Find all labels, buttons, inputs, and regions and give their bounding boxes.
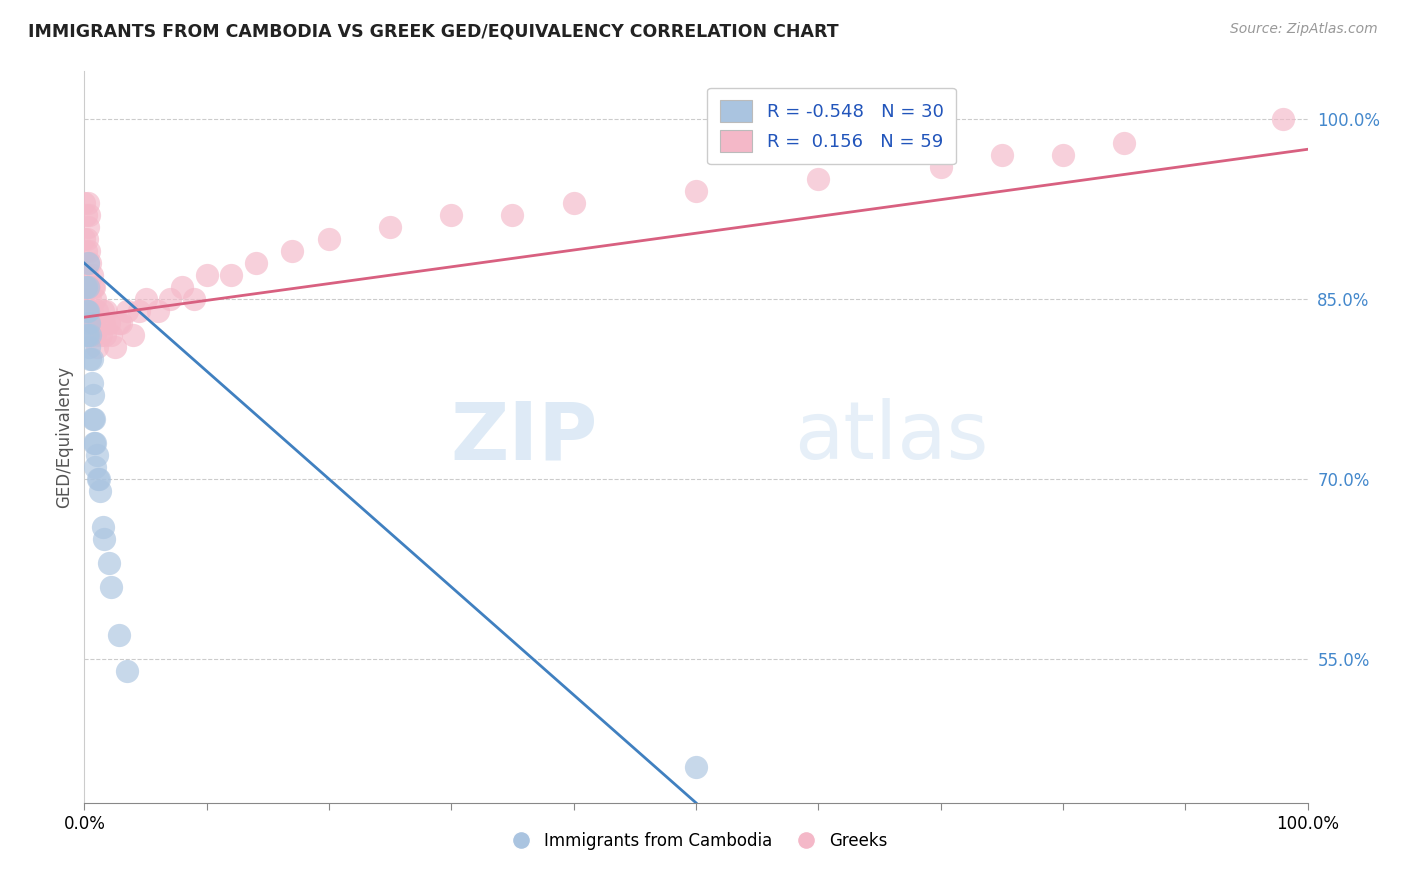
Point <box>80 352 103 367</box>
Point <box>1114 136 1136 151</box>
Point <box>93 532 115 546</box>
Point <box>807 172 830 186</box>
Point <box>79 292 101 306</box>
Point <box>77 280 100 294</box>
Point <box>562 196 585 211</box>
Point <box>122 328 145 343</box>
Point <box>90 328 112 343</box>
Point <box>76 328 98 343</box>
Point <box>86 448 108 462</box>
Point <box>128 304 150 318</box>
Point <box>929 161 952 175</box>
Point <box>75 208 97 222</box>
Point <box>75 244 97 259</box>
Point <box>82 316 104 330</box>
Point <box>1052 148 1074 162</box>
Point <box>79 328 101 343</box>
Point <box>83 280 105 294</box>
Point <box>77 328 100 343</box>
Point <box>91 520 114 534</box>
Point <box>172 280 194 294</box>
Point <box>82 412 104 426</box>
Point <box>80 268 103 283</box>
Point <box>79 256 101 270</box>
Point <box>135 292 157 306</box>
Point <box>77 304 100 318</box>
Point <box>77 316 100 330</box>
Point <box>146 304 169 318</box>
Point <box>685 760 707 774</box>
Point <box>83 436 105 450</box>
Point <box>77 280 100 294</box>
Point <box>86 304 108 318</box>
Point <box>82 280 104 294</box>
Point <box>97 556 120 570</box>
Y-axis label: GED/Equivalency: GED/Equivalency <box>55 366 73 508</box>
Point <box>245 256 267 270</box>
Point <box>104 340 127 354</box>
Text: atlas: atlas <box>794 398 988 476</box>
Point <box>195 268 218 283</box>
Text: ZIP: ZIP <box>451 398 598 476</box>
Point <box>991 148 1014 162</box>
Point <box>77 340 100 354</box>
Point <box>115 664 138 678</box>
Point <box>107 628 129 642</box>
Point <box>83 412 105 426</box>
Point <box>83 316 105 330</box>
Point <box>84 292 107 306</box>
Point <box>380 220 402 235</box>
Point <box>440 208 463 222</box>
Point <box>159 292 181 306</box>
Text: Source: ZipAtlas.com: Source: ZipAtlas.com <box>1230 22 1378 37</box>
Point <box>110 316 132 330</box>
Point <box>502 208 524 222</box>
Point <box>77 220 100 235</box>
Point <box>93 316 115 330</box>
Point <box>1272 112 1295 127</box>
Point <box>91 304 114 318</box>
Point <box>75 280 97 294</box>
Point <box>89 483 111 498</box>
Point <box>87 472 110 486</box>
Text: IMMIGRANTS FROM CAMBODIA VS GREEK GED/EQUIVALENCY CORRELATION CHART: IMMIGRANTS FROM CAMBODIA VS GREEK GED/EQ… <box>28 22 839 40</box>
Point <box>87 472 110 486</box>
Point <box>94 328 117 343</box>
Point <box>73 232 96 246</box>
Point <box>96 304 118 318</box>
Point <box>77 256 100 270</box>
Point <box>219 268 242 283</box>
Point <box>77 196 100 211</box>
Point <box>100 580 122 594</box>
Point <box>73 196 96 211</box>
Point <box>84 436 107 450</box>
Point <box>80 376 103 391</box>
Point <box>281 244 304 259</box>
Point <box>77 208 100 222</box>
Point <box>100 328 122 343</box>
Point <box>76 232 98 246</box>
Point <box>97 316 120 330</box>
Point <box>86 340 108 354</box>
Point <box>84 460 107 475</box>
Point <box>76 268 98 283</box>
Point <box>685 184 707 198</box>
Point <box>115 304 138 318</box>
Point <box>87 316 110 330</box>
Point <box>84 328 107 343</box>
Point <box>77 256 100 270</box>
Point <box>107 316 129 330</box>
Point <box>77 244 100 259</box>
Point <box>318 232 340 246</box>
Point <box>80 304 103 318</box>
Point <box>183 292 205 306</box>
Point <box>76 304 98 318</box>
Point <box>79 352 101 367</box>
Point <box>82 388 104 402</box>
Legend: Immigrants from Cambodia, Greeks: Immigrants from Cambodia, Greeks <box>498 825 894 856</box>
